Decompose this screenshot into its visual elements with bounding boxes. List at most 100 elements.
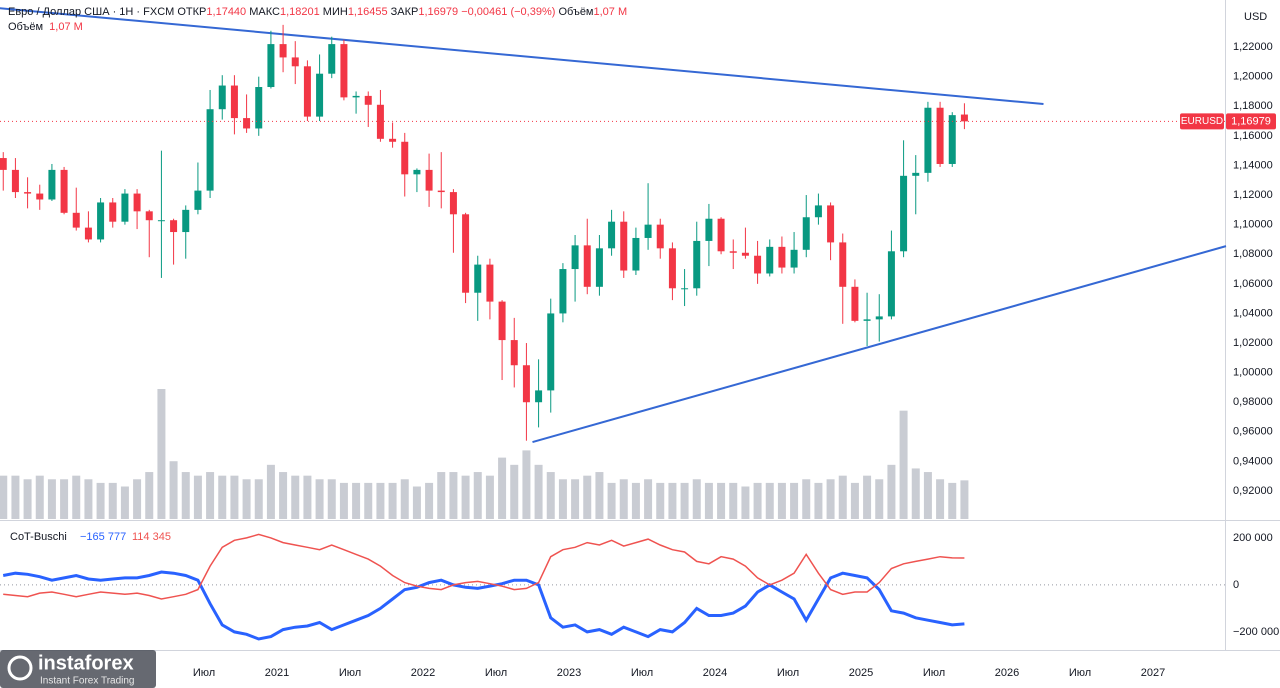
- candle-body: [109, 202, 117, 222]
- volume-bar: [315, 479, 324, 519]
- candle-body: [839, 242, 847, 287]
- candle-body: [547, 313, 555, 391]
- candle-body: [851, 286, 859, 321]
- volume-bar: [11, 475, 20, 519]
- y-tick-label: 1,06000: [1233, 278, 1273, 290]
- volume-bar: [96, 482, 105, 519]
- candle-body: [267, 44, 275, 88]
- field-name: ЗАКР: [390, 6, 419, 18]
- volume-bar: [145, 472, 154, 519]
- volume-bar: [364, 482, 373, 519]
- x-tick-label: Июл: [1069, 667, 1091, 679]
- candle-body: [802, 217, 810, 250]
- volume-bar: [23, 479, 32, 519]
- y-tick-label: −200 000: [1233, 626, 1279, 638]
- candle-body: [729, 251, 737, 253]
- indicator-line: [3, 533, 965, 600]
- volume-bar: [72, 475, 81, 519]
- candle-body: [887, 251, 895, 317]
- volume-bar: [400, 479, 409, 519]
- candle-body: [668, 248, 676, 289]
- candle-body: [364, 95, 372, 105]
- y-tick-label: 0,92000: [1233, 485, 1273, 497]
- field-value: 1,16979: [418, 6, 459, 18]
- change-value: −0,00461 (−0,39%): [461, 6, 556, 18]
- y-tick-label: 1,00000: [1233, 367, 1273, 379]
- candle-body: [754, 255, 762, 274]
- ohlc-line: Евро / Доллар США · 1Н · FXCM ОТКР1,1744…: [8, 5, 627, 20]
- volume-value: 1,07 M: [49, 21, 83, 33]
- volume-bar: [181, 472, 190, 519]
- candle-body: [912, 172, 920, 176]
- volume-bar: [461, 475, 470, 519]
- y-tick-label: 1,16000: [1233, 130, 1273, 142]
- x-tick-label: Июл: [631, 667, 653, 679]
- volume-bar: [35, 475, 44, 519]
- trend-line: [532, 245, 1227, 444]
- candle-body: [924, 107, 932, 173]
- candle-body: [133, 193, 141, 212]
- candle-body: [766, 246, 774, 274]
- logo-name: instaforex: [38, 652, 134, 674]
- y-tick-label: 0,98000: [1233, 396, 1273, 408]
- volume-bar: [108, 482, 117, 519]
- candle-body: [620, 221, 628, 271]
- trend-line: [0, 7, 1044, 106]
- x-tick-label: 2027: [1141, 667, 1165, 679]
- candle-body: [741, 252, 749, 256]
- volume-bar: [437, 472, 446, 519]
- volume-bar: [790, 482, 799, 519]
- candle-body: [814, 205, 822, 218]
- volume-bar: [498, 457, 507, 519]
- volume-value: 1,07 M: [593, 6, 628, 18]
- candle-body: [510, 340, 518, 366]
- volume-bar: [339, 482, 348, 519]
- legend-header: Евро / Доллар США · 1Н · FXCM ОТКР1,1744…: [8, 5, 627, 35]
- candle-body: [218, 85, 226, 110]
- candle-body: [303, 66, 311, 117]
- candle-body: [279, 44, 287, 58]
- candle-body: [170, 220, 178, 233]
- x-tick-label: Июл: [193, 667, 215, 679]
- volume-bar: [534, 464, 543, 519]
- y-tick-label: 1,02000: [1233, 337, 1273, 349]
- x-tick-label: 2025: [849, 667, 873, 679]
- symbol-badge: [1180, 113, 1224, 130]
- y-tick-label: 1,22000: [1233, 41, 1273, 53]
- y-tick-label: 1,20000: [1233, 71, 1273, 83]
- volume-bar: [303, 475, 312, 519]
- candle-body: [36, 193, 44, 200]
- candle-body: [389, 138, 397, 142]
- volume-bar: [84, 479, 93, 519]
- candle-body: [705, 218, 713, 241]
- candle-body: [863, 319, 871, 321]
- volume-bar: [510, 464, 519, 519]
- x-tick-label: 2026: [995, 667, 1019, 679]
- volume-bar: [133, 479, 142, 519]
- candle-body: [900, 175, 908, 252]
- candle-body: [595, 248, 603, 287]
- volume-bar: [850, 482, 859, 519]
- volume-bar: [838, 475, 847, 519]
- volume-bar: [644, 479, 653, 519]
- candle-body: [157, 220, 165, 222]
- candle-body: [644, 224, 652, 238]
- candle-body: [535, 390, 543, 403]
- volume-bar: [485, 475, 494, 519]
- candle-body: [778, 246, 786, 268]
- volume-bar: [120, 486, 129, 519]
- volume-bar: [473, 472, 482, 519]
- volume-bar: [193, 475, 202, 519]
- field-name: ОТКР: [177, 6, 207, 18]
- volume-bar: [607, 482, 616, 519]
- x-tick-label: Июл: [777, 667, 799, 679]
- candle-body: [498, 301, 506, 341]
- volume-bar: [0, 475, 8, 519]
- price-badge: [1226, 113, 1276, 130]
- candle-body: [340, 44, 348, 98]
- indicator-line: [2, 570, 965, 641]
- candle-body: [437, 190, 445, 193]
- volume-bar: [923, 472, 932, 519]
- candle-body: [632, 237, 640, 271]
- y-tick-label: 1,04000: [1233, 307, 1273, 319]
